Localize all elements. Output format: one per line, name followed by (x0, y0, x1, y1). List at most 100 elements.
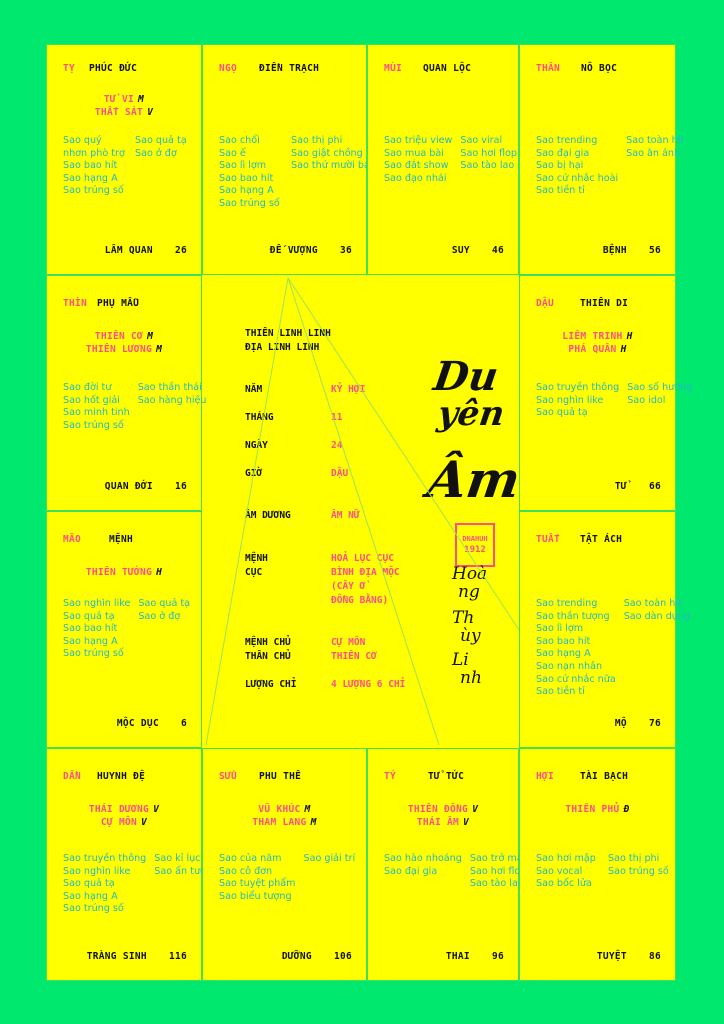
earthly-branch: Tuất (536, 534, 561, 545)
palace-name: Tài Bạch (580, 771, 629, 782)
minor-star: Sao hạng A (63, 172, 118, 184)
minor-star: Sao cứ nhắc hoài (536, 172, 619, 184)
minor-star: nhơn phò trợ (63, 147, 125, 159)
minor-stars-col-2: Sao viral Sao hơi flop Sao tào lao (460, 135, 517, 185)
stage-number: 26 (174, 245, 187, 256)
minor-star: Sao đạo nhái (384, 172, 447, 184)
minor-star: Sao quả tạ (135, 135, 187, 146)
minor-star: Sao trúng số (608, 865, 669, 877)
star-grade: V (141, 817, 148, 828)
minor-star: Sao đắt show (384, 160, 449, 172)
main-stars: Thiên Tướng H (47, 566, 201, 579)
main-stars: Thái Dương V Cự Môn V (47, 803, 201, 829)
minor-star: Sao idol (627, 394, 666, 406)
minor-star: Sao đại gia (384, 865, 438, 877)
minor-stars: Sao của năm Sao cô đơn Sao tuyệt phẩm Sao b… (219, 853, 355, 903)
star-grade: Đ (623, 804, 630, 815)
stage-number: 106 (333, 951, 352, 962)
title-line: Âm (423, 450, 524, 509)
star-grade: M (138, 94, 145, 105)
stage-name: Bệnh (602, 245, 627, 256)
info-label: Giờ (245, 468, 263, 479)
info-value: Âm Nữ (331, 510, 360, 521)
earthly-branch: Hợi (536, 771, 555, 782)
minor-stars-col-1: Sao triệu view Sao mua bài Sao đắt show Sao… (384, 135, 452, 185)
palace-cell-thien-di: Dậu Thiên Di Liêm Trinh H Phá Quân H Sao truyề… (519, 275, 692, 511)
minor-stars-col-2: Sao quả tạ Sao ở đợ (135, 135, 187, 198)
minor-star: Sao hơi mập (536, 853, 596, 864)
minor-star: Sao quả tạ (63, 878, 115, 890)
info-value: 24 (331, 440, 343, 451)
minor-star: Sao bao hít (63, 623, 118, 635)
main-stars: Tử Vi M Thất Sát V (47, 93, 201, 119)
stage-number: 56 (648, 245, 661, 256)
stamp-line: 1912 (464, 545, 486, 555)
minor-stars-col-1: Sao hào nhoáng Sao đại gia (384, 853, 462, 891)
minor-star: Sao quả tạ (536, 407, 588, 419)
minor-star: Sao hạng A (63, 635, 118, 647)
palace-cell-tat-ach: Tuất Tật Ách Sao trending Sao thần tượng Sao… (519, 511, 690, 748)
minor-stars: Sao hơi mập Sao vocal Sao bốc lửa Sao thị p… (536, 853, 669, 891)
minor-stars-col-1: Sao trending Sao đại gia Sao bị hại Sao cứ … (536, 135, 618, 198)
main-star-name: Thái Âm (416, 817, 460, 828)
minor-star: Sao quý (63, 135, 102, 146)
minor-star: Sao đời tư (63, 382, 112, 393)
minor-stars: Sao hào nhoáng Sao đại gia Sao trở mặt Sao … (384, 853, 526, 891)
minor-star: Sao chổi (219, 135, 260, 146)
info-label: Lượng Chỉ (245, 679, 297, 690)
palace-cell-no-boc: Thân Nô Bọc Sao trending Sao đại gia Sao bị … (519, 44, 684, 275)
life-stage: Tràng Sinh 116 (87, 951, 187, 962)
life-stage: Bệnh 56 (603, 245, 661, 256)
earthly-branch: Tý (384, 771, 397, 782)
stage-name: Quan Đới (104, 481, 153, 492)
minor-star: Sao số hường (627, 382, 693, 393)
minor-star: Sao lì lợm (219, 160, 267, 172)
earthly-branch: Thìn (63, 298, 88, 309)
life-stage: Lâm Quan 26 (105, 245, 187, 256)
minor-stars: Sao nghìn like Sao quả tạ Sao bao hít Sao h… (63, 598, 190, 661)
minor-star: Sao tào lao (460, 160, 515, 172)
minor-star: Sao trending (536, 135, 598, 146)
minor-star: Sao hạng A (536, 648, 591, 660)
minor-stars-col-2: Sao toàn hit Sao ăn ảnh (626, 135, 684, 198)
main-star: Thiên Cơ M (47, 330, 201, 343)
minor-star: Sao hốt giải (63, 394, 120, 406)
minor-star: Sao bị hại (536, 160, 584, 172)
signature-line: ng (458, 582, 480, 602)
info-label: Âm Dương (245, 510, 291, 521)
minor-star: Sao thần thái (137, 382, 202, 393)
stamp-line: DNAHUH (462, 535, 488, 543)
life-stage: Tuyệt 86 (597, 951, 661, 962)
info-value: Bình Địa Mộc (331, 567, 400, 578)
minor-stars: Sao truyền thông Sao nghìn like Sao quả tạ… (536, 382, 692, 420)
stage-number: 16 (174, 481, 187, 492)
minor-star: Sao truyền thông (63, 853, 147, 864)
minor-star: Sao ăn ảnh (626, 147, 681, 159)
minor-star: Sao nghìn like (63, 865, 131, 877)
minor-star: Sao bốc lửa (536, 878, 592, 890)
life-stage: Đế Vượng 36 (270, 245, 352, 256)
minor-stars: Sao trending Sao đại gia Sao bị hại Sao cứ … (536, 135, 684, 198)
minor-star: Sao ở đợ (135, 147, 177, 159)
star-grade: V (153, 804, 160, 815)
minor-stars-col-2: Sao thần thái Sao hàng hiệu (138, 382, 207, 432)
main-star: Thất Sát V (47, 106, 201, 119)
minor-stars-col-2: Sao trở mặt Sao hơi flop Sao tào lao (470, 853, 527, 891)
palace-name: Tử Tức (428, 771, 465, 782)
palace-cell-dien-trach: Ngọ Điền Trạch Sao chổi Sao ế Sao lì lợm Sao … (202, 44, 370, 275)
earthly-branch: Tỵ (63, 63, 76, 74)
stage-name: Mộ (614, 718, 627, 729)
minor-stars-col-1: Sao đời tư Sao hốt giải Sao minh tinh Sao t… (63, 382, 130, 432)
stage-name: Thai (445, 951, 470, 962)
minor-star: Sao minh tinh (63, 407, 130, 419)
minor-star: Sao bao hít (536, 635, 591, 647)
palace-name: Quan Lộc (423, 63, 472, 74)
earthly-branch: Dần (63, 771, 82, 782)
earthly-branch: Sửu (219, 771, 238, 782)
minor-star: Sao nạn nhân (536, 660, 603, 672)
main-star: Tham Lang M (203, 816, 366, 829)
minor-star: Sao trúng số (219, 197, 280, 209)
palace-name: Thiên Di (580, 298, 629, 309)
minor-star: Sao thị phi (291, 135, 343, 146)
